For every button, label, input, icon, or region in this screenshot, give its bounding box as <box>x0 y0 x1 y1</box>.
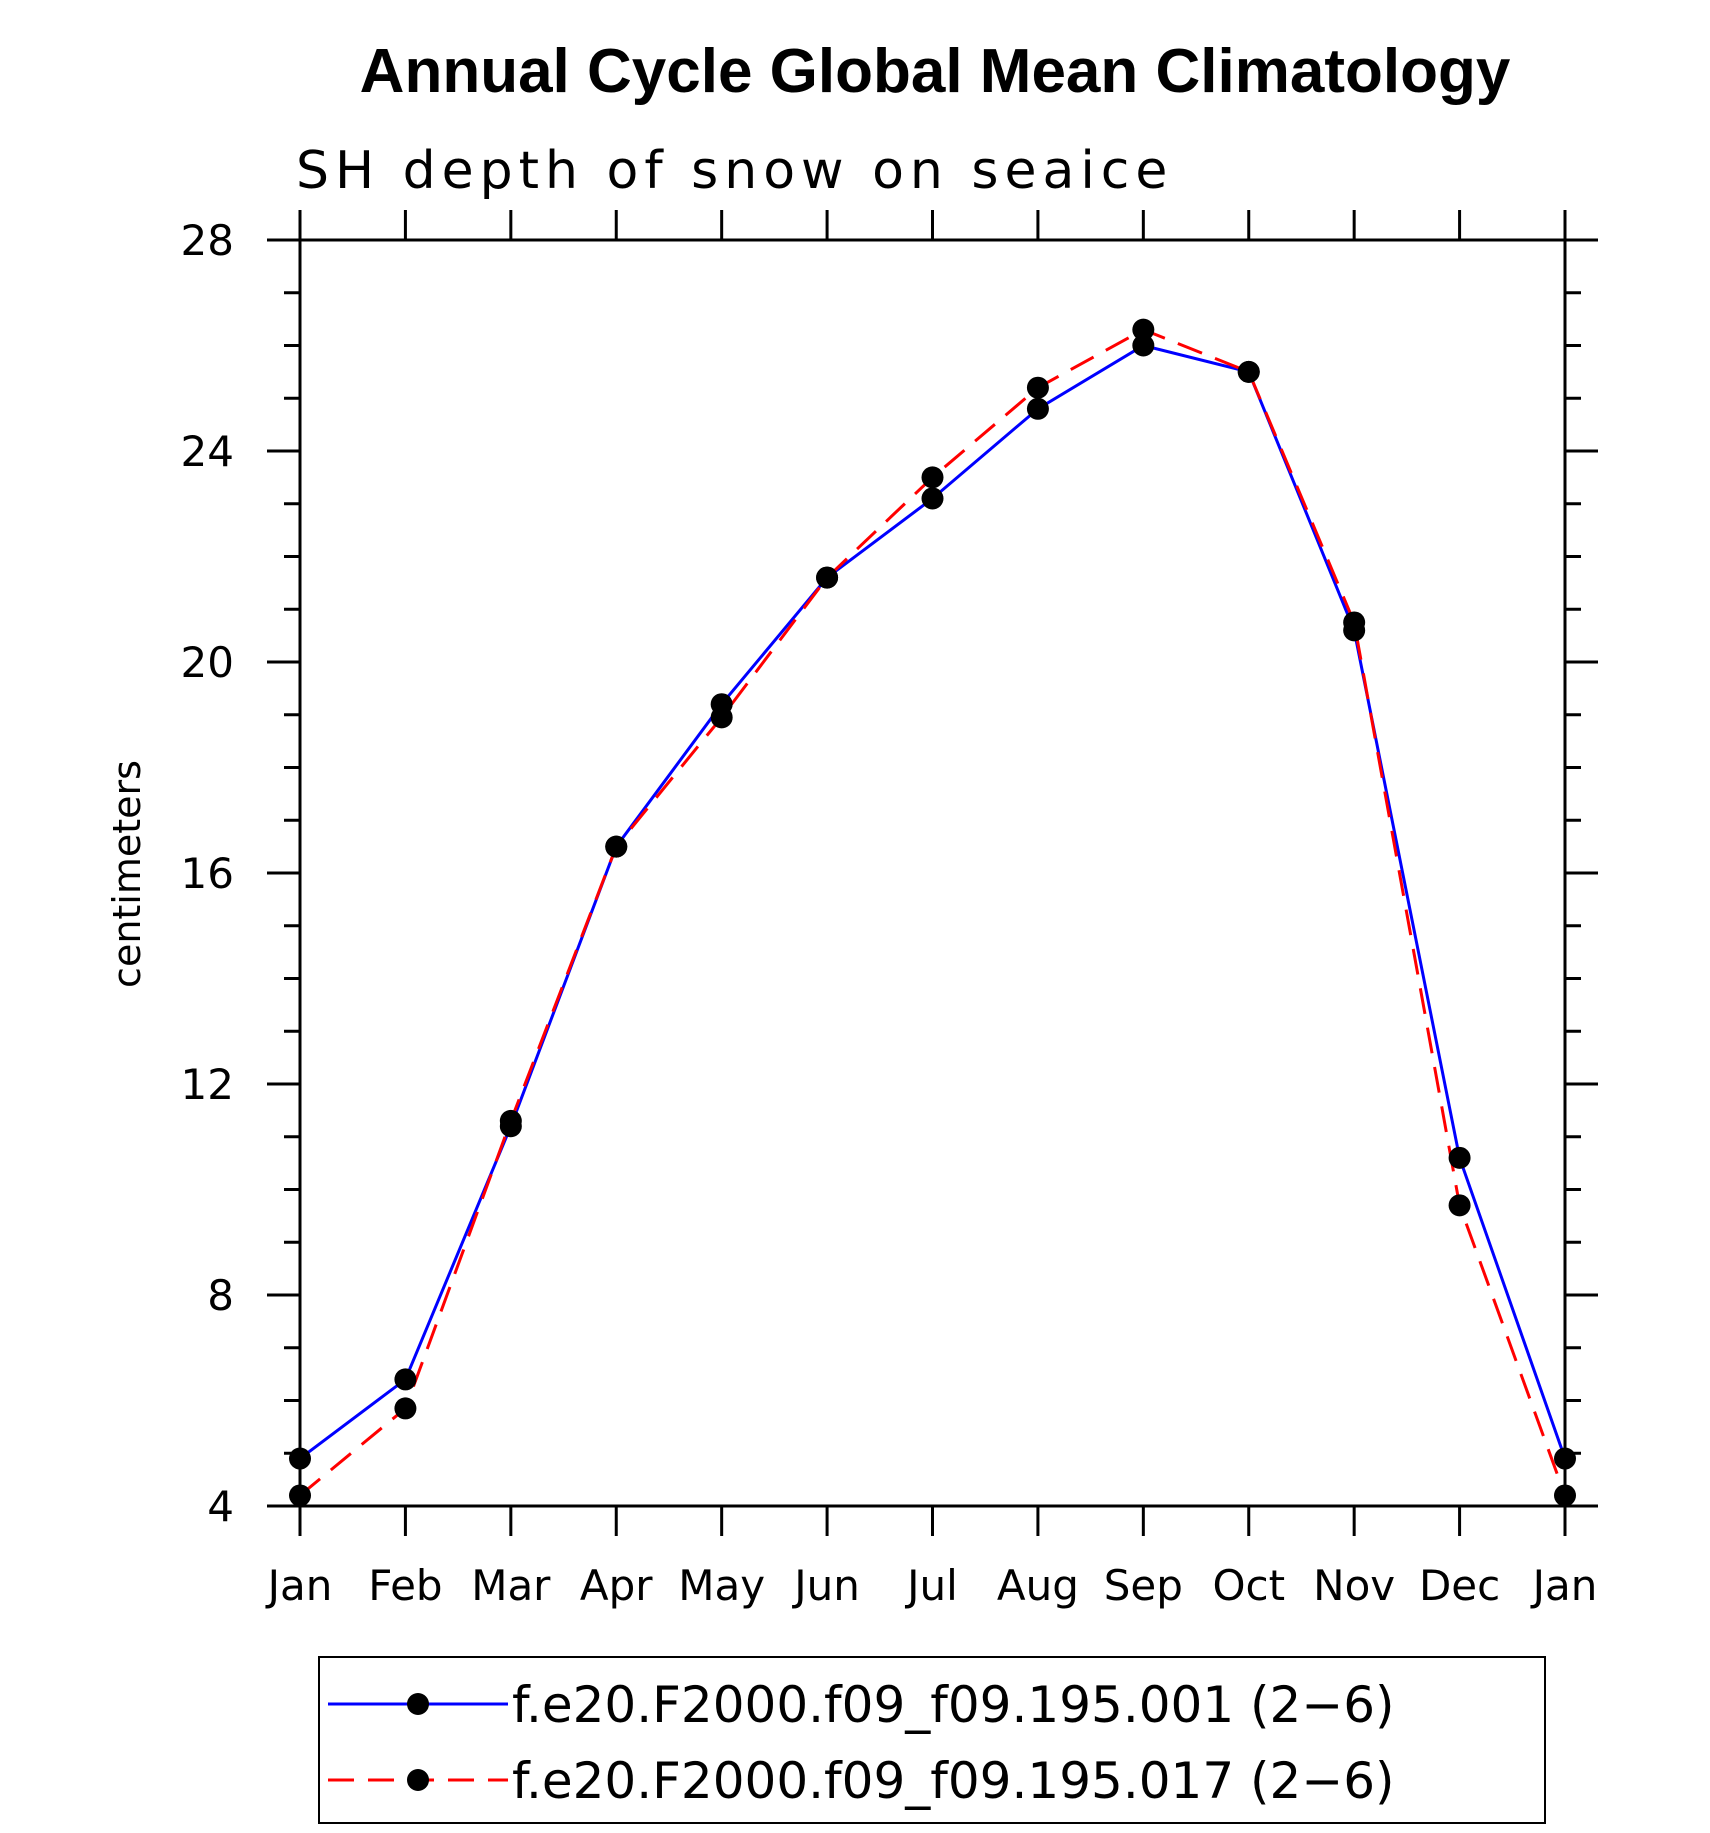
data-point <box>394 1397 417 1420</box>
data-point <box>710 706 733 729</box>
y-tick-label: 4 <box>207 1482 234 1531</box>
y-tick-label: 28 <box>181 216 234 265</box>
chart-title: Annual Cycle Global Mean Climatology <box>360 37 1511 106</box>
series-layer <box>289 318 1576 1507</box>
data-point <box>1237 360 1260 383</box>
axis-ticks <box>267 210 1598 1536</box>
data-point <box>1343 611 1366 634</box>
x-tick-label: Nov <box>1313 1561 1395 1610</box>
legend: f.e20.F2000.f09_f09.195.001 (2−6) f.e20.F… <box>318 1656 1546 1824</box>
legend-label-2: f.e20.F2000.f09_f09.195.017 (2−6) <box>512 1752 1395 1810</box>
data-point <box>605 835 628 858</box>
y-axis-label: centimeters <box>105 760 149 988</box>
data-point <box>816 566 839 589</box>
x-tick-label: Apr <box>580 1561 653 1610</box>
x-tick-label: Mar <box>471 1561 551 1610</box>
x-tick-label: Aug <box>997 1561 1079 1610</box>
series-line-1 <box>299 343 1567 1460</box>
data-point <box>499 1109 522 1132</box>
data-point <box>921 466 944 489</box>
data-point <box>1026 397 1049 420</box>
data-point <box>1026 376 1049 399</box>
legend-marker <box>407 1693 429 1715</box>
data-point <box>1448 1146 1471 1169</box>
y-tick-label: 20 <box>181 638 234 687</box>
x-tick-label: Jan <box>1530 1561 1598 1610</box>
x-tick-label: Jul <box>904 1561 958 1610</box>
chart-subtitle: SH depth of snow on seaice <box>296 141 1173 201</box>
plot-frame <box>298 238 1567 1508</box>
legend-label-1: f.e20.F2000.f09_f09.195.001 (2−6) <box>512 1676 1395 1734</box>
x-tick-label: Feb <box>368 1561 442 1610</box>
y-tick-label: 8 <box>207 1271 234 1320</box>
legend-box <box>318 1656 1546 1824</box>
data-point <box>1132 334 1155 357</box>
y-tick-label: 16 <box>181 849 234 898</box>
data-point <box>1448 1194 1471 1217</box>
data-point <box>394 1368 417 1391</box>
legend-marker <box>407 1769 429 1791</box>
data-point <box>289 1484 311 1507</box>
x-tick-labels: Jan Feb Mar Apr May Jun Jul Aug Sep Oct Nov Dec Jan <box>265 1561 1598 1610</box>
data-point <box>289 1447 311 1470</box>
data-point <box>1554 1447 1576 1470</box>
x-tick-label: Oct <box>1212 1561 1285 1610</box>
x-tick-label: Jan <box>265 1561 333 1610</box>
x-tick-label: Dec <box>1419 1561 1500 1610</box>
y-tick-label: 24 <box>181 427 234 476</box>
y-tick-labels: 4 8 12 16 20 24 28 <box>181 216 234 1531</box>
series-markers <box>289 318 1576 1507</box>
x-tick-label: Jun <box>791 1561 860 1610</box>
x-tick-label: Sep <box>1104 1561 1183 1610</box>
data-point <box>921 487 944 510</box>
data-point <box>1554 1484 1576 1507</box>
data-point <box>1132 318 1155 341</box>
y-tick-label: 12 <box>181 1060 234 1109</box>
x-tick-label: May <box>678 1561 765 1610</box>
